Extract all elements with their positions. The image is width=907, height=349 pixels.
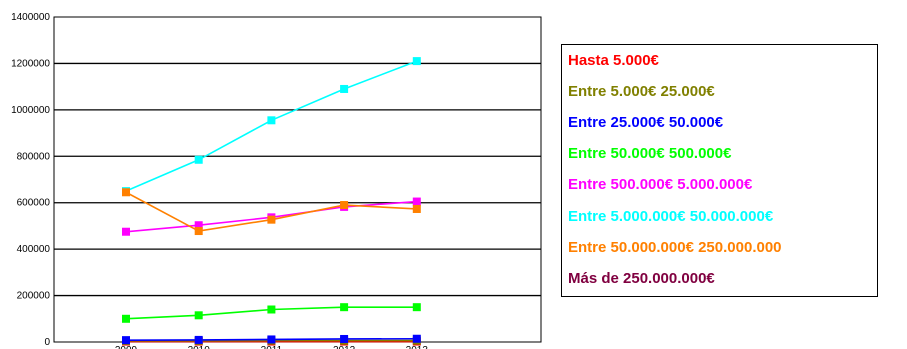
data-point-marker [194, 221, 203, 230]
data-point-marker [122, 336, 130, 345]
data-point-marker [122, 188, 130, 197]
data-point-marker [412, 197, 421, 206]
y-tick-label: 0 [44, 337, 50, 348]
series-markers [122, 57, 421, 346]
y-axis-tick-labels: 0 200000 400000 600000 800000 1000000 1200000 1… [11, 12, 50, 348]
data-point-marker [340, 84, 349, 93]
data-point-marker [267, 116, 276, 125]
data-point-marker [340, 303, 349, 312]
data-point-marker [267, 335, 276, 344]
data-point-marker [412, 204, 421, 213]
y-tick-label: 800000 [17, 151, 51, 162]
data-point-marker [412, 57, 421, 66]
y-tick-label: 1400000 [11, 12, 50, 23]
data-point-marker [340, 334, 349, 343]
x-axis-tick-labels: 2009 2010 2011 2012 2013 [115, 345, 428, 349]
legend-entry: Entre 25.000€ 50.000€ [568, 114, 724, 131]
y-tick-label: 200000 [17, 291, 51, 302]
data-point-marker [194, 311, 203, 320]
x-tick-label: 2013 [406, 345, 429, 349]
legend-entry: Entre 5.000€ 25.000€ [568, 83, 715, 100]
y-tick-label: 600000 [17, 198, 51, 209]
legend-entry: Entre 50.000€ 500.000€ [568, 145, 732, 162]
data-point-marker [412, 303, 421, 312]
data-point-marker [412, 334, 421, 343]
data-point-marker [122, 227, 130, 236]
legend-entry: Hasta 5.000€ [568, 52, 659, 69]
legend-entry: Entre 5.000.000€ 50.000.000€ [568, 208, 774, 225]
data-point-marker [194, 155, 203, 164]
data-point-marker [194, 227, 203, 236]
series-lines [125, 60, 418, 343]
plot-area-frame [53, 16, 542, 343]
data-point-marker [340, 201, 349, 210]
legend-entry: Más de 250.000.000€ [568, 270, 715, 287]
legend-entry: Entre 500.000€ 5.000.000€ [568, 176, 753, 193]
chart-legend: Hasta 5.000€ Entre 5.000€ 25.000€ Entre … [561, 44, 878, 297]
horizontal-gridlines [54, 62, 541, 297]
y-tick-label: 1200000 [11, 58, 50, 69]
data-point-marker [267, 215, 276, 224]
series-line [125, 60, 418, 192]
x-tick-label: 2012 [333, 345, 356, 349]
data-point-marker [122, 314, 130, 323]
data-point-marker [194, 335, 203, 344]
x-tick-label: 2009 [115, 345, 138, 349]
series-line [125, 191, 417, 232]
x-tick-label: 2010 [188, 345, 211, 349]
legend-entry: Entre 50.000.000€ 250.000.000 [568, 239, 782, 256]
y-tick-label: 400000 [17, 244, 51, 255]
y-tick-label: 1000000 [11, 105, 50, 116]
data-point-marker [267, 305, 276, 314]
x-tick-label: 2011 [261, 345, 283, 349]
